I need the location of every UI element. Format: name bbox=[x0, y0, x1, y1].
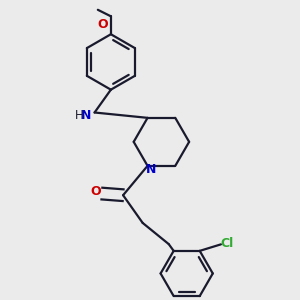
Text: N: N bbox=[81, 109, 92, 122]
Text: H: H bbox=[74, 109, 83, 122]
Text: O: O bbox=[90, 185, 101, 198]
Text: O: O bbox=[98, 18, 108, 31]
Text: Cl: Cl bbox=[220, 237, 233, 250]
Text: N: N bbox=[146, 163, 156, 176]
